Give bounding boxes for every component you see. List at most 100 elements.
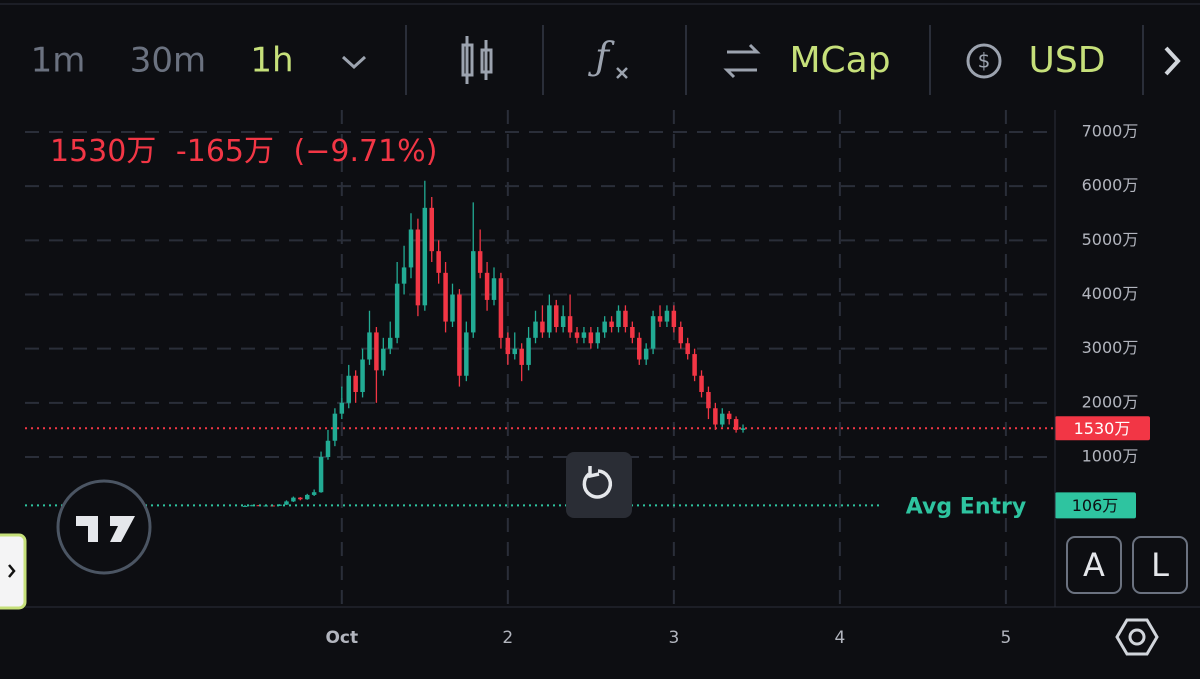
- candle-body: [422, 207, 428, 306]
- candle-body: [602, 321, 607, 333]
- candle-body: [581, 332, 587, 338]
- interval-button[interactable]: 1m: [31, 41, 86, 81]
- candle-body: [630, 327, 635, 338]
- y-tick-label: 3000万: [1082, 338, 1139, 357]
- last-price-label: 1530万: [1074, 419, 1131, 438]
- candle-body: [477, 251, 483, 273]
- candle-body: [740, 428, 746, 430]
- candle-body: [678, 327, 684, 344]
- y-tick-label: 5000万: [1082, 230, 1139, 249]
- candle-body: [291, 497, 296, 502]
- candle-body: [381, 348, 386, 371]
- candle-body: [311, 492, 317, 495]
- candle-body: [415, 229, 421, 306]
- interval-button[interactable]: 1h: [250, 41, 293, 81]
- mode-button[interactable]: MCap: [789, 40, 890, 81]
- swap-icon[interactable]: [723, 43, 761, 79]
- candle-body: [713, 408, 718, 425]
- more-button[interactable]: [1164, 46, 1181, 76]
- candle-body: [429, 207, 434, 252]
- candle-body: [394, 283, 400, 338]
- candle-body: [332, 413, 338, 441]
- side-tab[interactable]: [0, 533, 27, 610]
- currency-icon[interactable]: $: [966, 43, 1002, 79]
- avg-entry-name: Avg Entry: [906, 494, 1026, 519]
- legend-change: -165万: [176, 134, 274, 169]
- candle-body: [464, 332, 469, 376]
- toolbar: 1m 30m 1h ƒ MCap $ USD: [31, 25, 1181, 95]
- candle-body: [325, 440, 331, 458]
- chart-type-button[interactable]: [461, 36, 493, 84]
- candle-body: [699, 375, 704, 393]
- candle-body: [360, 359, 365, 393]
- candle-body: [408, 229, 414, 268]
- candle-body: [443, 272, 448, 322]
- candle-body: [491, 278, 497, 300]
- candle-body: [650, 316, 656, 349]
- candle-body: [339, 402, 345, 414]
- candle-body: [595, 332, 601, 344]
- candle-body: [457, 294, 462, 376]
- candle-body: [643, 348, 649, 360]
- x-tick-label: 5: [1000, 628, 1011, 648]
- candle-body: [436, 251, 441, 273]
- candle-body: [512, 348, 517, 355]
- candle-body: [374, 332, 379, 371]
- avg-entry-label: 106万: [1072, 496, 1119, 515]
- y-tick-label: 2000万: [1082, 392, 1139, 411]
- legend-price: 1530万: [50, 134, 156, 169]
- x-tick-label: 2: [502, 628, 513, 648]
- reset-button[interactable]: [566, 452, 632, 518]
- candle-body: [242, 506, 248, 508]
- candle-body: [526, 337, 531, 365]
- candle-body: [567, 316, 573, 333]
- icon: ƒ: [588, 35, 615, 79]
- y-tick-label: 7000万: [1082, 121, 1139, 140]
- candle-body: [298, 497, 303, 500]
- scale-button[interactable]: [1132, 536, 1188, 594]
- candle-body: [450, 294, 455, 322]
- scale-button-label[interactable]: L: [1151, 546, 1169, 584]
- candle-body: [284, 501, 289, 505]
- candle-body: [609, 321, 614, 328]
- avg-entry-tag: [1055, 492, 1136, 519]
- y-tick-label: 4000万: [1082, 284, 1139, 303]
- candle-body: [387, 337, 393, 349]
- candle-body: [637, 337, 642, 360]
- candle-body: [498, 278, 504, 338]
- candle-body: [346, 375, 351, 403]
- scale-button[interactable]: [1066, 536, 1122, 594]
- interval-button[interactable]: 30m: [130, 41, 206, 81]
- candle-body: [533, 321, 538, 338]
- candle-body: [249, 505, 255, 507]
- interval-dropdown[interactable]: [341, 55, 367, 70]
- candle-body: [484, 272, 490, 300]
- x-tick-label: 3: [668, 628, 679, 648]
- candle-body: [540, 321, 545, 333]
- candle-body: [574, 332, 580, 338]
- currency-button[interactable]: USD: [1029, 40, 1106, 81]
- candle-body: [720, 413, 725, 425]
- settings-button[interactable]: [1115, 618, 1159, 656]
- price-legend: 1530万 -165万 (−9.71%): [50, 134, 437, 169]
- scale-button-label[interactable]: A: [1083, 546, 1105, 584]
- candle-body: [505, 337, 511, 355]
- candle-body: [554, 305, 559, 328]
- candle-body: [623, 310, 628, 328]
- y-tick-label: 1000万: [1082, 447, 1139, 466]
- indicators-button[interactable]: ƒ: [588, 35, 628, 79]
- candle-body: [671, 310, 677, 328]
- y-tick-label: 6000万: [1082, 176, 1139, 195]
- candle-body: [547, 305, 552, 333]
- candle-body: [470, 251, 476, 333]
- candle-body: [733, 419, 739, 430]
- icon: $: [978, 49, 991, 73]
- candle-body: [560, 316, 566, 328]
- candle-body: [706, 392, 711, 409]
- candle-body: [664, 310, 670, 322]
- logo[interactable]: [56, 479, 152, 575]
- candle-body: [367, 332, 372, 360]
- candle-body: [353, 375, 358, 393]
- candle-body: [657, 316, 663, 322]
